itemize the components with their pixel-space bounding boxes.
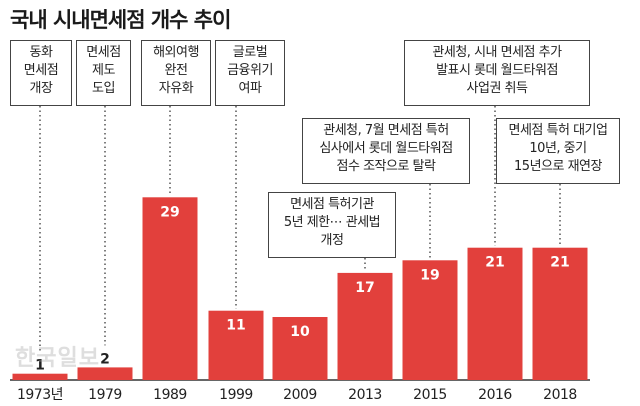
bar-2015: [402, 260, 458, 380]
x-tick-label-1973년: 1973년: [17, 387, 63, 403]
data-label-1979: 2: [100, 351, 110, 367]
bar-2009: [272, 317, 328, 380]
x-tick-label-2016: 2016: [478, 387, 512, 403]
x-tick-label-2015: 2015: [413, 387, 447, 403]
annotation-1999: 글로벌 금융위기 여파: [215, 40, 285, 106]
data-label-2018: 21: [550, 255, 569, 271]
annotation-1979: 면세점 제도 도입: [76, 40, 131, 106]
chart-title: 국내 시내면세점 개수 추이: [10, 8, 231, 32]
data-label-1989: 29: [160, 204, 179, 220]
x-tick-label-2013: 2013: [348, 387, 382, 403]
watermark-logo: 한국일보: [15, 346, 100, 371]
bar-1973년: [12, 373, 68, 380]
bar-2013: [337, 272, 393, 380]
bar-2018: [532, 247, 588, 380]
data-label-1999: 11: [226, 318, 245, 334]
annotation-1989: 해외여행 완전 자유화: [141, 40, 211, 106]
x-tick-label-2009: 2009: [283, 387, 317, 403]
data-label-2013: 17: [355, 280, 374, 296]
data-label-2015: 19: [420, 267, 439, 283]
bar-1989: [142, 197, 198, 380]
data-label-2009: 10: [290, 324, 310, 340]
annotation-2015: 관세청, 7월 면세점 특허 심사에서 롯데 월드타워점 점수 조작으로 탈락: [302, 118, 470, 184]
annotation-2018: 면세점 특허 대기업 10년, 중기 15년으로 재연장: [496, 118, 620, 184]
annotation-2013: 면세점 특허기관 5년 제한⋯ 관세법 개정: [268, 192, 396, 258]
bar-1999: [208, 310, 264, 380]
x-tick-label-1989: 1989: [153, 387, 187, 403]
data-label-1973년: 1: [35, 358, 45, 374]
bar-1979: [77, 367, 133, 380]
bar-2016: [467, 247, 523, 380]
annotation-1973년: 동화 면세점 개장: [10, 40, 72, 106]
data-label-2016: 21: [485, 255, 504, 271]
annotation-2016: 관세청, 시내 면세점 추가 발표시 롯데 월드타워점 사업권 취득: [404, 40, 590, 106]
x-tick-label-1999: 1999: [219, 387, 253, 403]
x-tick-label-1979: 1979: [88, 387, 122, 403]
x-tick-label-2018: 2018: [543, 387, 577, 403]
